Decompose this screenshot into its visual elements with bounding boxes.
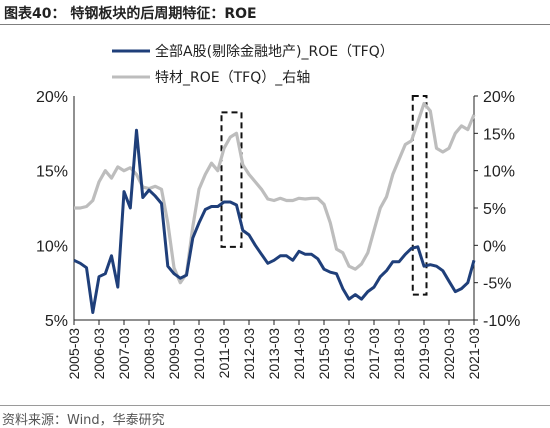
x-tick-label: 2013-03	[266, 328, 282, 380]
right-tick-label: 20%	[483, 89, 515, 106]
left-tick-label: 20%	[36, 89, 68, 106]
x-tick-label: 2021-03	[466, 328, 482, 380]
x-tick-label: 2009-03	[166, 328, 182, 380]
right-axis-ticks: -10% -5% 0% 5% 10% 15% 20%	[474, 89, 520, 330]
right-tick-label: 15%	[483, 126, 515, 143]
legend-item-all-a-share: 全部A股(剔除金融地产)_ROE（TFQ）	[155, 43, 394, 60]
chart-series	[73, 101, 476, 314]
x-tick-label: 2016-03	[341, 328, 357, 380]
highlight-box	[220, 111, 243, 248]
left-tick-label: 5%	[45, 313, 68, 330]
title-divider	[0, 24, 550, 25]
left-tick-label: 15%	[36, 164, 68, 181]
legend-item-special-steel: 特材_ROE（TFQ）_右轴	[155, 70, 310, 86]
footer-divider	[0, 405, 550, 406]
source-note: 资料来源：Wind，华泰研究	[2, 413, 165, 428]
x-tick-label: 2008-03	[141, 328, 157, 380]
x-tick-label: 2012-03	[241, 328, 257, 380]
x-tick-label: 2014-03	[291, 328, 307, 380]
x-tick-label: 2011-03	[216, 328, 232, 379]
x-tick-label: 2006-03	[91, 328, 107, 380]
highlight-box	[411, 95, 428, 296]
x-tick-label: 2005-03	[66, 328, 82, 380]
right-tick-label: 0%	[483, 238, 506, 255]
x-tick-label: 2007-03	[116, 328, 132, 380]
all-a-share-roe-line	[73, 128, 476, 314]
right-tick-label: -5%	[483, 276, 511, 293]
right-tick-label: 5%	[483, 201, 506, 218]
left-axis-ticks: 5% 10% 15% 20%	[36, 89, 68, 330]
x-tick-label: 2017-03	[366, 328, 382, 380]
x-tick-label: 2015-03	[316, 328, 332, 380]
right-tick-label: 10%	[483, 164, 515, 181]
right-tick-label: -10%	[483, 313, 520, 330]
chart-legend: 全部A股(剔除金融地产)_ROE（TFQ） 特材_ROE（TFQ）_右轴	[112, 43, 394, 86]
x-tick-label: 2018-03	[391, 328, 407, 380]
roe-line-chart: 5% 10% 15% 20% -10% -5% 0% 5% 10% 15% 20% 2005-03…	[36, 43, 520, 379]
x-tick-label: 2020-03	[441, 328, 457, 380]
x-tick-label: 2019-03	[416, 328, 432, 380]
left-tick-label: 10%	[36, 238, 68, 255]
x-axis-ticks: 2005-03 2006-03 2007-03 2008-03 2009-03 2010-…	[66, 320, 482, 379]
x-tick-label: 2010-03	[191, 328, 207, 380]
chart-title: 图表40： 特钢板块的后周期特征：ROE	[4, 6, 257, 22]
highlight-boxes	[220, 95, 428, 296]
special-steel-roe-line	[74, 101, 476, 285]
